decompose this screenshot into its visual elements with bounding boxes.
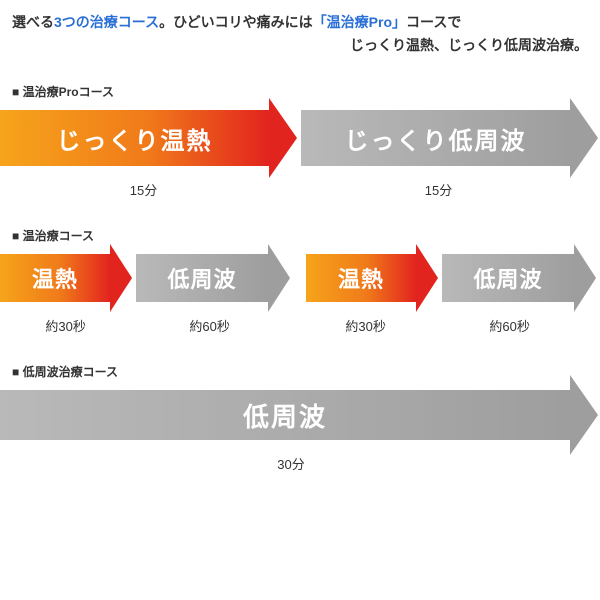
course-low-dur: 30分 [12,454,570,473]
course-std-arrows: 温熱 低周波 温熱 低周波 [12,254,588,302]
arrow-std-gray-1: 低周波 [136,254,268,302]
course-std-dur-gray-1: 約60秒 [145,316,274,335]
arrow-std-gray-2: 低周波 [442,254,574,302]
course-low: ■ 低周波治療コース 低周波 30分 [12,363,588,473]
course-std-durations: 約30秒 約60秒 約30秒 約60秒 [12,316,588,335]
headline-accent1: 3つの治療コース [54,14,159,30]
arrow-pro-gray: じっくり低周波 [301,110,570,166]
arrow-pro-warm-label: じっくり温熱 [57,121,213,156]
course-std-title: ■ 温治療コース [12,227,588,244]
course-pro: ■ 温治療Proコース じっくり温熱 じっくり低周波 15分 15分 [12,83,588,199]
arrow-std-warm-2: 温熱 [306,254,416,302]
subheadline: じっくり温熱、じっくり低周波治療。 [12,35,588,55]
arrow-std-warm-1-label: 温熱 [32,262,78,294]
course-pro-title: ■ 温治療Proコース [12,83,588,100]
course-low-title: ■ 低周波治療コース [12,363,588,380]
course-low-arrows: 低周波 [12,390,588,440]
headline: 選べる3つの治療コース。ひどいコリや痛みには「温治療Pro」コースで [12,12,588,33]
course-pro-arrows: じっくり温熱 じっくり低周波 [12,110,588,166]
headline-part2: 。ひどいコリや痛みには [159,14,313,30]
headline-accent2: 「温治療Pro」 [313,14,406,30]
arrow-std-gray-1-label: 低周波 [167,262,236,294]
course-std: ■ 温治療コース 温熱 低周波 温熱 低周波 約30秒 約60秒 約30秒 約6… [12,227,588,335]
headline-part3: コースで [406,14,461,30]
arrow-pro-gray-label: じっくり低周波 [345,121,527,156]
course-std-dur-warm-1: 約30秒 [12,316,119,335]
arrow-low-gray-label: 低周波 [243,397,327,434]
course-pro-durations: 15分 15分 [12,180,588,199]
course-std-dur-gray-2: 約60秒 [445,316,574,335]
course-pro-dur-warm: 15分 [12,180,275,199]
arrow-std-warm-1: 温熱 [0,254,110,302]
course-pro-dur-gray: 15分 [307,180,570,199]
course-low-durations: 30分 [12,454,588,473]
headline-part1: 選べる [12,14,54,30]
arrow-pro-warm: じっくり温熱 [0,110,269,166]
arrow-low-gray: 低周波 [0,390,570,440]
arrow-std-warm-2-label: 温熱 [338,262,384,294]
course-std-dur-warm-2: 約30秒 [312,316,419,335]
arrow-std-gray-2-label: 低周波 [473,262,542,294]
